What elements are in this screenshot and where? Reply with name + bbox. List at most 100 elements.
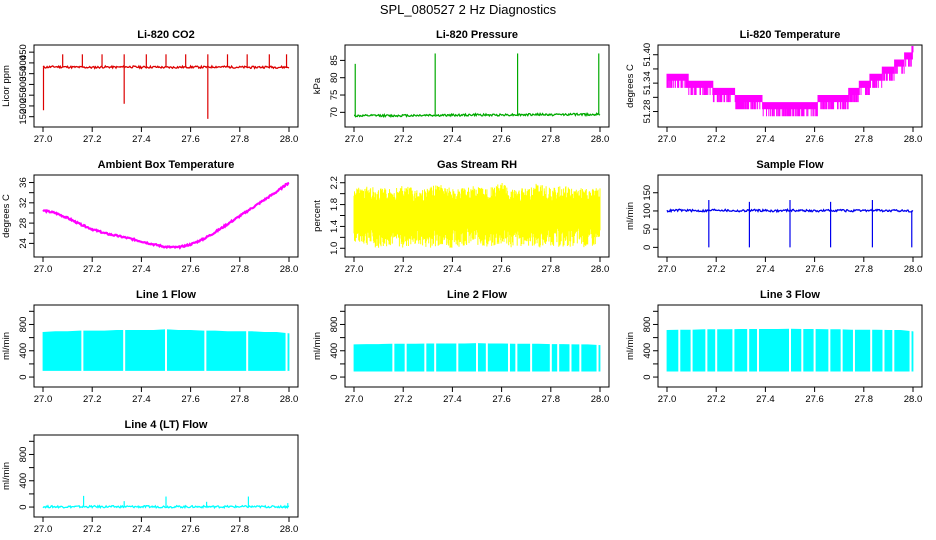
series-band — [666, 46, 914, 117]
x-tick-label: 27.8 — [542, 134, 561, 145]
x-tick-label: 27.6 — [492, 134, 511, 145]
x-tick-label: 27.0 — [34, 394, 53, 405]
x-tick-label: 27.8 — [855, 394, 874, 405]
x-tick-label: 27.8 — [231, 134, 250, 145]
chart-title: Ambient Box Temperature — [98, 159, 235, 171]
y-tick-label: 75 — [329, 90, 340, 101]
x-tick-label: 27.4 — [132, 264, 151, 275]
series-line — [42, 504, 290, 510]
x-tick-label: 27.2 — [394, 134, 413, 145]
x-tick-label: 27.0 — [34, 524, 53, 535]
x-tick-label: 27.2 — [707, 264, 726, 275]
y-tick-label: 400 — [18, 473, 29, 489]
y-tick-label: 800 — [18, 447, 29, 463]
x-tick-label: 28.0 — [280, 134, 299, 145]
figure-title: SPL_080527 2 Hz Diagnostics — [380, 2, 557, 17]
y-axis-label: Licor ppm — [1, 65, 12, 107]
x-tick-label: 27.0 — [658, 134, 677, 145]
x-tick-label: 27.0 — [345, 134, 364, 145]
chart-title: Li-820 Temperature — [740, 29, 841, 41]
x-tick-label: 27.0 — [345, 264, 364, 275]
x-tick-label: 27.6 — [181, 394, 200, 405]
x-tick-label: 27.0 — [34, 134, 53, 145]
plot-frame — [33, 304, 299, 388]
series-band — [353, 183, 601, 248]
x-tick-label: 27.6 — [181, 264, 200, 275]
x-tick-label: 27.4 — [443, 394, 462, 405]
x-tick-label: 28.0 — [591, 264, 610, 275]
plot-frame — [33, 44, 299, 128]
x-tick-label: 27.8 — [231, 394, 250, 405]
x-tick-label: 27.4 — [756, 394, 775, 405]
x-tick-label: 27.2 — [83, 264, 102, 275]
y-axis-label: ml/min — [625, 332, 636, 360]
y-axis-label: ml/min — [625, 202, 636, 230]
y-axis-label: percent — [312, 200, 323, 232]
y-tick-label: 36 — [18, 177, 29, 188]
y-tick-label: 80 — [329, 72, 340, 83]
y-tick-label: 51.34 — [642, 71, 653, 95]
y-tick-label: 50 — [642, 224, 653, 235]
chart-panel-5: Gas Stream RH percent 27.0 27.2 27.4 27.6 27.8… — [312, 159, 610, 275]
x-tick-label: 28.0 — [280, 394, 299, 405]
x-tick-label: 28.0 — [280, 524, 299, 535]
y-tick-label: 400 — [329, 343, 340, 359]
y-tick-label: 200 — [18, 98, 29, 114]
chart-panel-6: Sample Flow ml/min 27.0 27.2 27.4 27.6 27.8 28.… — [625, 159, 923, 275]
y-tick-label: 0 — [642, 374, 653, 379]
series-line — [42, 181, 290, 250]
plot-frame — [657, 304, 923, 388]
x-tick-label: 27.4 — [756, 134, 775, 145]
y-tick-label: 85 — [329, 55, 340, 66]
x-tick-label: 27.0 — [658, 264, 677, 275]
x-tick-label: 27.6 — [492, 394, 511, 405]
x-tick-label: 27.2 — [394, 394, 413, 405]
chart-panel-7: Line 1 Flow ml/min 27.0 27.2 27.4 27.6 27.8 28.… — [1, 289, 299, 405]
x-tick-label: 27.6 — [805, 394, 824, 405]
y-tick-label: 400 — [18, 55, 29, 71]
y-tick-label: 300 — [18, 76, 29, 92]
plot-frame — [657, 174, 923, 258]
x-tick-label: 27.2 — [707, 394, 726, 405]
x-tick-label: 27.6 — [492, 264, 511, 275]
y-tick-label: 0 — [18, 374, 29, 379]
x-tick-label: 27.6 — [181, 134, 200, 145]
plot-frame — [33, 174, 299, 258]
chart-title: Sample Flow — [756, 159, 824, 171]
x-tick-label: 27.6 — [805, 134, 824, 145]
x-tick-label: 27.0 — [345, 394, 364, 405]
y-tick-label: 51.28 — [642, 100, 653, 124]
chart-panel-9: Line 3 Flow ml/min 27.0 27.2 27.4 27.6 27.8 28.… — [625, 289, 923, 405]
x-tick-label: 27.2 — [83, 524, 102, 535]
plot-frame — [33, 434, 299, 518]
x-tick-label: 27.8 — [855, 264, 874, 275]
y-tick-label: 0 — [18, 504, 29, 509]
chart-panel-4: Ambient Box Temperature degrees C 27.0 27.2… — [1, 159, 299, 275]
y-axis-label: ml/min — [312, 332, 323, 360]
y-tick-label: 24 — [18, 238, 29, 249]
x-tick-label: 27.4 — [756, 264, 775, 275]
y-tick-label: 28 — [18, 218, 29, 229]
x-tick-label: 27.2 — [707, 134, 726, 145]
x-tick-label: 27.0 — [34, 264, 53, 275]
chart-panel-8: Line 2 Flow ml/min 27.0 27.2 27.4 27.6 27.8 28.… — [312, 289, 610, 405]
y-tick-label: 400 — [642, 343, 653, 359]
x-tick-label: 27.8 — [231, 524, 250, 535]
x-tick-label: 28.0 — [904, 264, 923, 275]
y-tick-label: 800 — [642, 317, 653, 333]
y-tick-label: 100 — [642, 203, 653, 219]
y-axis-label: kPa — [312, 77, 323, 94]
plot-frame — [344, 44, 610, 128]
y-tick-label: 32 — [18, 198, 29, 209]
x-tick-label: 27.2 — [83, 134, 102, 145]
y-tick-label: 51.40 — [642, 43, 653, 67]
x-tick-label: 28.0 — [280, 264, 299, 275]
y-axis-label: ml/min — [1, 332, 12, 360]
x-tick-label: 27.4 — [132, 134, 151, 145]
x-tick-label: 27.6 — [181, 524, 200, 535]
plot-frame — [344, 304, 610, 388]
y-tick-label: 350 — [18, 66, 29, 82]
y-tick-label: 400 — [18, 343, 29, 359]
chart-title: Li-820 Pressure — [436, 29, 518, 41]
